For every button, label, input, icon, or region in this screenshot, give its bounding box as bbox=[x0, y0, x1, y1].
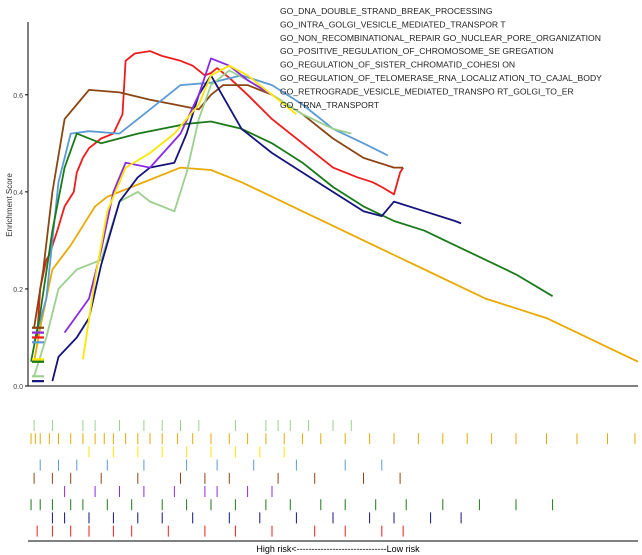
y-axis-label: Enrichment Score bbox=[5, 173, 14, 237]
series-start-markers bbox=[32, 326, 44, 383]
enrichment-lines bbox=[30, 50, 639, 382]
y-tick-label: 0.6 bbox=[13, 93, 23, 100]
series-line bbox=[36, 50, 404, 338]
legend-entry: GO_REGULATION_OF_TELOMERASE_RNA_LOCALIZ … bbox=[280, 73, 602, 83]
x-axis-label: High risk<------------------------------… bbox=[256, 544, 420, 554]
legend-entry: GO_RETROGRADE_VESICLE_MEDIATED_TRANSPO R… bbox=[280, 86, 574, 96]
y-tick-label: 0.4 bbox=[13, 190, 23, 197]
series-line bbox=[51, 74, 462, 382]
legend-entry: GO_REGULATION_OF_SISTER_CHROMATID_COHESI… bbox=[280, 60, 515, 70]
series-line bbox=[33, 84, 404, 328]
legend-entry: GO_NON_RECOMBINATIONAL_REPAIR GO_NUCLEAR… bbox=[280, 33, 601, 43]
legend: GO_DNA_DOUBLE_STRAND_BREAK_PROCESSING GO_… bbox=[280, 6, 602, 110]
y-tick-label: 0.0 bbox=[13, 384, 23, 391]
legend-entry: GO_POSITIVE_REGULATION_OF_CHROMOSOME_SE … bbox=[280, 46, 553, 56]
y-tick-label: 0.2 bbox=[13, 287, 23, 294]
legend-entry: GO_TRNA_TRANSPORT bbox=[280, 100, 380, 110]
legend-entry: GO_INTRA_GOLGI_VESICLE_MEDIATED_TRANSPOR… bbox=[280, 19, 506, 29]
gene-rank-barcode bbox=[30, 420, 636, 537]
series-line bbox=[33, 166, 639, 363]
series-line bbox=[33, 74, 389, 343]
legend-entry: GO_DNA_DOUBLE_STRAND_BREAK_PROCESSING bbox=[280, 6, 493, 16]
series-line bbox=[82, 64, 297, 360]
